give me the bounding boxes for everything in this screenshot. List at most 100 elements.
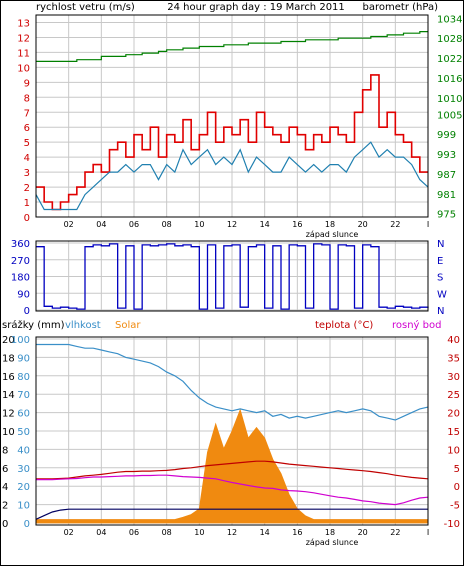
x-tick-label: 06 bbox=[129, 528, 139, 537]
temperature-tick-label: 35 bbox=[447, 353, 460, 364]
wind-gust-line bbox=[36, 74, 428, 211]
pressure-axis: 975 981 987 993 999 1005 1010 1016 1022 1028 1034 bbox=[437, 14, 462, 220]
humidity-tick-label: 10 bbox=[17, 501, 30, 512]
humidity-tick-label: 60 bbox=[17, 409, 30, 420]
direction-degrees-axis: 0 90 180 270 360 bbox=[11, 239, 30, 317]
solar-axis-label: Solar bbox=[115, 320, 141, 331]
x-tick-label: 02 bbox=[64, 528, 74, 537]
pressure-tick-label: 1016 bbox=[437, 74, 462, 85]
x-tick-label: 22 bbox=[390, 528, 400, 537]
x-tick-label: 04 bbox=[96, 220, 106, 229]
pressure-tick-label: 993 bbox=[437, 150, 456, 161]
humidity-tick-label: 100 bbox=[11, 335, 30, 346]
direction-chart-frame bbox=[35, 240, 429, 312]
wind-speed-tick-label: 7 bbox=[24, 108, 30, 119]
barometer-axis-label: barometr (hPa) bbox=[363, 2, 439, 13]
direction-chart-series bbox=[36, 243, 429, 310]
temperature-line bbox=[36, 460, 429, 480]
sunset-annotation-bottom: západ slunce bbox=[306, 538, 359, 547]
humidity-tick-label: 50 bbox=[17, 427, 30, 438]
x-tick-label: 14 bbox=[260, 220, 270, 229]
temperature-tick-label: 25 bbox=[447, 390, 460, 401]
solar-area bbox=[35, 408, 429, 524]
x-tick-label: 20 bbox=[358, 220, 368, 229]
temperature-tick-label: 15 bbox=[447, 427, 460, 438]
x-tick-label: 14 bbox=[260, 528, 270, 537]
climate-chart-frame bbox=[35, 336, 429, 526]
direction-tick-label: 270 bbox=[11, 256, 30, 267]
x-tick-label: 08 bbox=[162, 220, 172, 229]
wind-speed-tick-label: 10 bbox=[17, 63, 30, 74]
wind-speed-tick-label: 3 bbox=[24, 168, 30, 179]
temperature-tick-label: 30 bbox=[447, 372, 460, 383]
x-tick-label: 06 bbox=[129, 220, 139, 229]
direction-tick-label: 360 bbox=[11, 239, 30, 250]
compass-tick-label: N bbox=[437, 306, 444, 317]
x-tick-label: 22 bbox=[390, 220, 400, 229]
pressure-tick-label: 975 bbox=[437, 210, 456, 221]
wind-chart-frame bbox=[35, 14, 429, 218]
x-tick-label: 08 bbox=[162, 528, 172, 537]
temperature-tick-label: 0 bbox=[454, 482, 460, 493]
direction-tick-label: 90 bbox=[17, 289, 30, 300]
x-tick-label: 16 bbox=[292, 220, 302, 229]
wind-speed-tick-label: 4 bbox=[24, 153, 30, 164]
rain-tick-label: 6 bbox=[2, 464, 8, 475]
compass-tick-label: S bbox=[437, 273, 443, 284]
humidity-tick-label: 40 bbox=[17, 445, 30, 456]
x-tick-label: 10 bbox=[194, 220, 204, 229]
pressure-tick-label: 981 bbox=[437, 190, 456, 201]
x-tick-label: 20 bbox=[358, 528, 368, 537]
wind-speed-tick-label: 8 bbox=[24, 93, 30, 104]
rain-tick-label: 10 bbox=[2, 427, 15, 438]
humidity-axis-label: vlhkost bbox=[65, 320, 101, 331]
direction-tick-label: 180 bbox=[11, 273, 30, 284]
x-tick-label: 16 bbox=[292, 528, 302, 537]
wind-direction-line bbox=[36, 243, 429, 310]
rain-tick-label: 2 bbox=[2, 501, 8, 512]
humidity-tick-label: 30 bbox=[17, 464, 30, 475]
x-tick-label: I bbox=[427, 528, 429, 537]
temperature-tick-label: 5 bbox=[454, 464, 460, 475]
rain-line bbox=[35, 508, 428, 520]
climate-chart-x-axis: 02 04 06 08 10 12 14 16 18 20 22 I bbox=[64, 528, 430, 537]
rain-tick-label: 12 bbox=[2, 409, 15, 420]
x-tick-label: 12 bbox=[227, 220, 237, 229]
wind-speed-tick-label: 5 bbox=[24, 138, 30, 149]
sunset-annotation-top: západ slunce bbox=[306, 230, 359, 239]
pressure-tick-label: 1005 bbox=[437, 110, 462, 121]
compass-tick-label: E bbox=[437, 256, 443, 267]
rain-axis-label: srážky (mm) bbox=[2, 319, 65, 331]
pressure-tick-label: 999 bbox=[437, 130, 456, 141]
rain-tick-label: 14 bbox=[2, 390, 15, 401]
temperature-tick-label: 20 bbox=[447, 409, 460, 420]
humidity-tick-label: 80 bbox=[17, 372, 30, 383]
wind-speed-tick-label: 9 bbox=[24, 78, 30, 89]
rain-tick-label: 0 bbox=[2, 519, 8, 530]
rain-tick-label: 16 bbox=[2, 372, 15, 383]
temperature-tick-label: -5 bbox=[450, 501, 460, 512]
humidity-tick-label: 70 bbox=[17, 390, 30, 401]
pressure-line bbox=[36, 31, 428, 63]
temperature-axis-label: teplota (°C) bbox=[315, 320, 373, 331]
x-tick-label: I bbox=[427, 220, 429, 229]
wind-average-line bbox=[35, 141, 429, 211]
temperature-tick-label: -10 bbox=[444, 519, 460, 530]
wind-axis-label: rychlost vetru (m/s) bbox=[36, 2, 135, 13]
chart-title: 24 hour graph day : 19 March 2011 bbox=[167, 2, 345, 13]
dew-point-axis-label: rosný bod bbox=[392, 319, 441, 331]
rain-tick-label: 18 bbox=[2, 353, 15, 364]
wind-speed-tick-label: 1 bbox=[24, 198, 30, 209]
wind-chart-x-axis: 02 04 06 08 10 12 14 16 18 20 22 I bbox=[64, 220, 430, 229]
wind-speed-tick-label: 6 bbox=[24, 123, 30, 134]
pressure-tick-label: 987 bbox=[437, 170, 456, 181]
x-tick-label: 18 bbox=[325, 220, 335, 229]
humidity-tick-label: 0 bbox=[24, 519, 30, 530]
wind-speed-tick-label: 13 bbox=[17, 18, 30, 29]
x-tick-label: 02 bbox=[64, 220, 74, 229]
wind-speed-tick-label: 0 bbox=[24, 213, 30, 224]
